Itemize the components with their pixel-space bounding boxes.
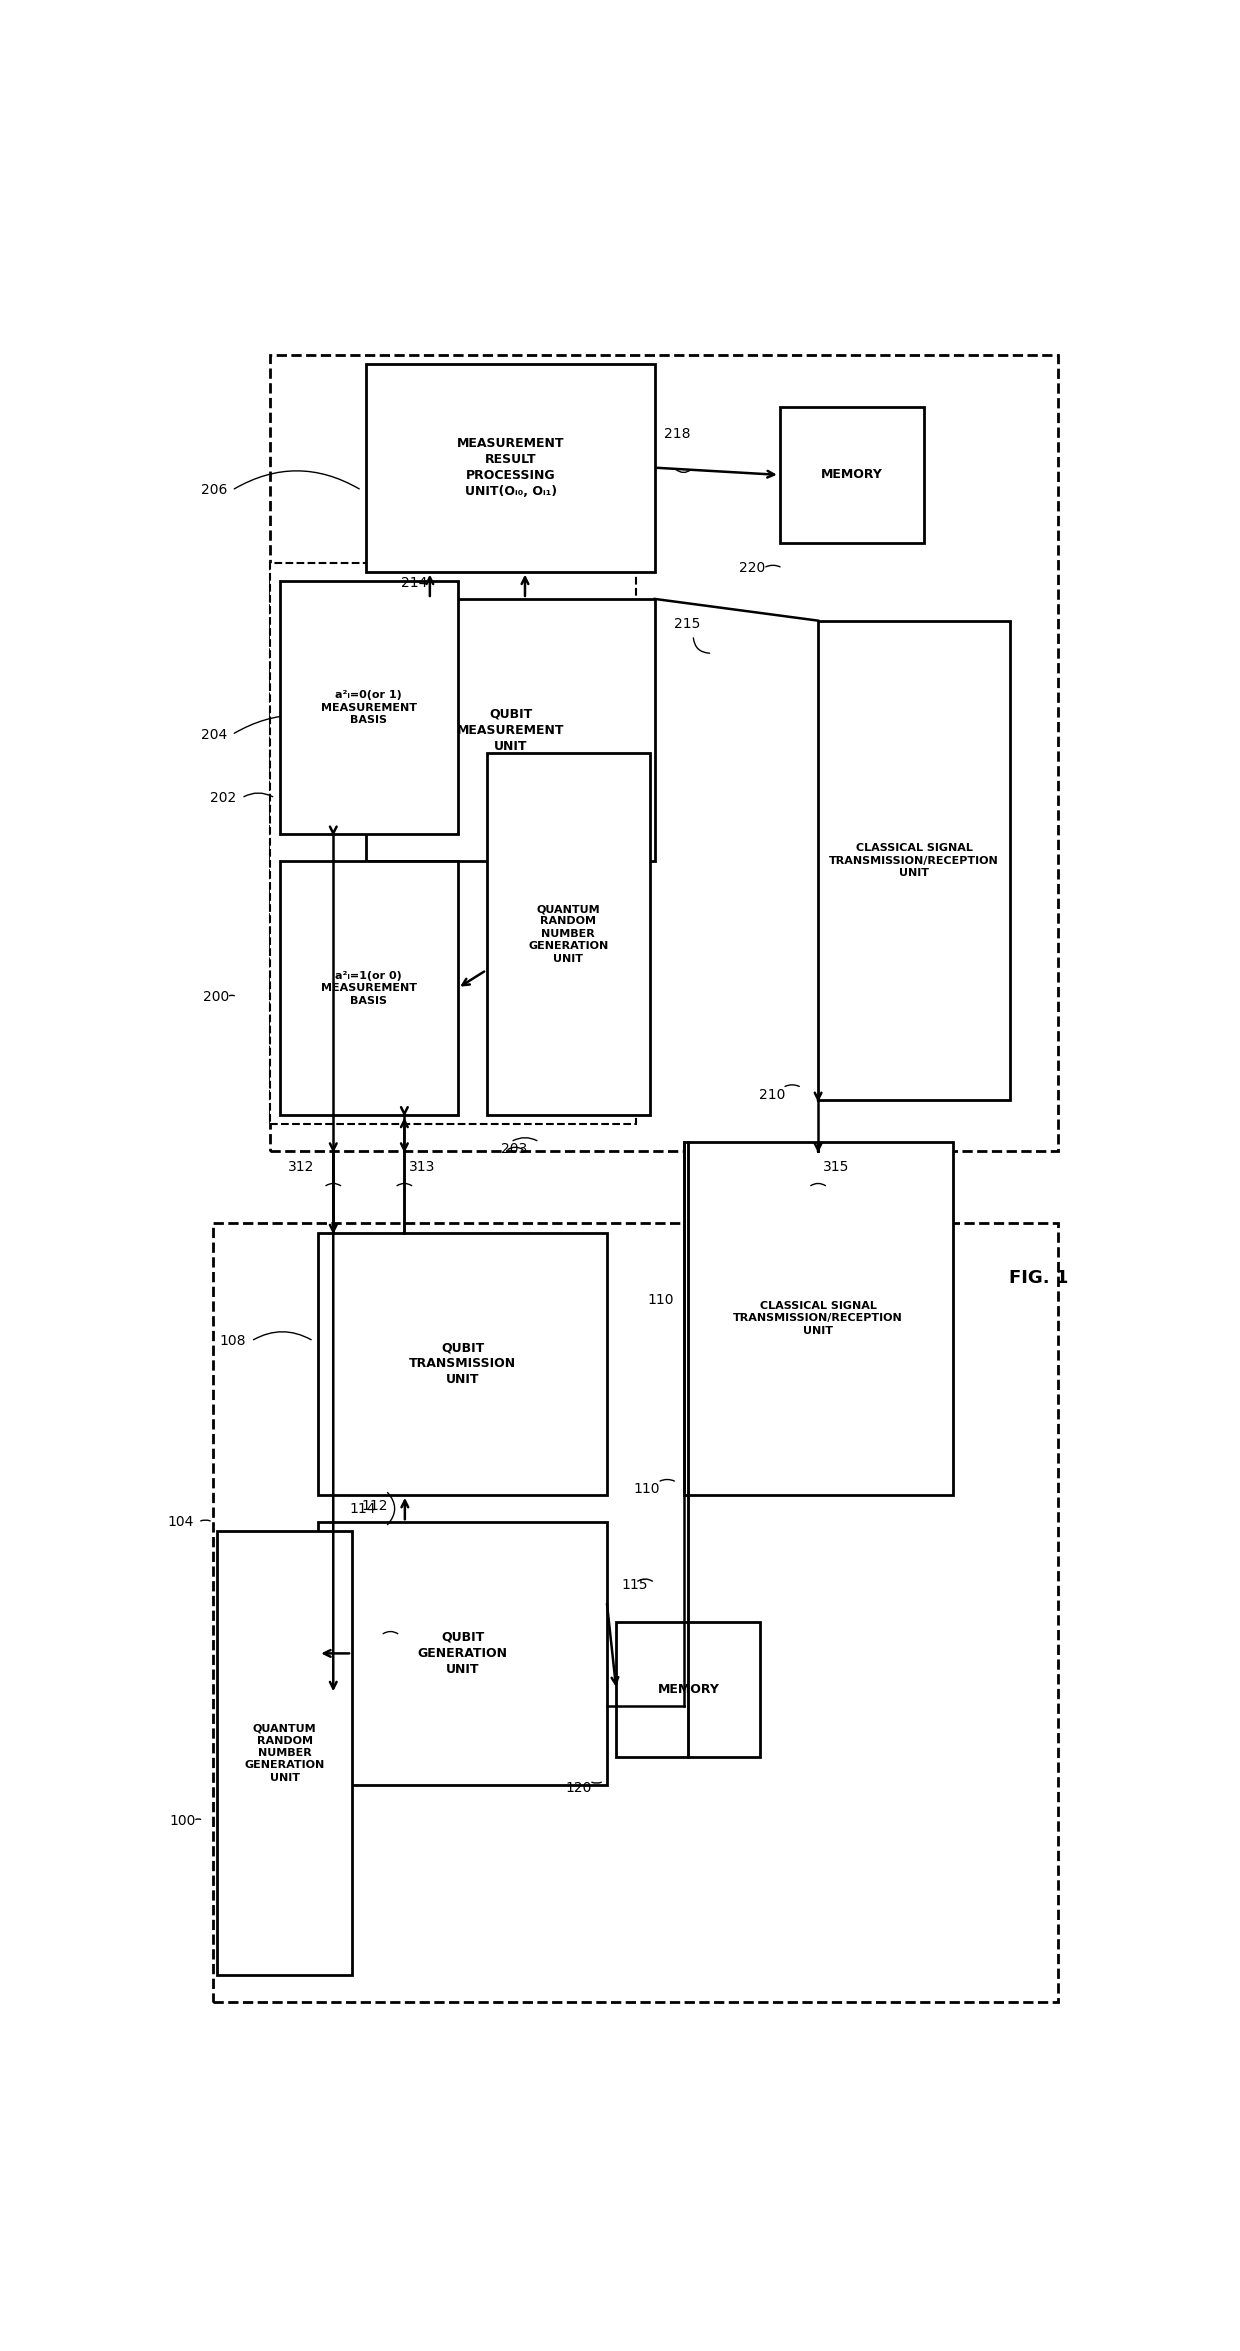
Text: 115: 115 (621, 1578, 647, 1592)
Text: 200: 200 (203, 990, 229, 1004)
Text: 215: 215 (675, 616, 701, 630)
Bar (367, 600, 655, 860)
Bar (486, 752, 650, 1114)
Bar (319, 1521, 606, 1784)
Text: 112: 112 (362, 1500, 388, 1514)
Text: 100: 100 (170, 1815, 196, 1827)
Text: a²ᵢ=1(or 0)
MEASUREMENT
BASIS: a²ᵢ=1(or 0) MEASUREMENT BASIS (321, 971, 417, 1006)
Text: QUANTUM
RANDOM
NUMBER
GENERATION
UNIT: QUANTUM RANDOM NUMBER GENERATION UNIT (244, 1723, 325, 1782)
Bar (217, 1531, 352, 1975)
Bar (319, 1232, 606, 1495)
Bar (280, 581, 458, 835)
Text: 210: 210 (759, 1089, 785, 1103)
Text: MEMORY: MEMORY (821, 468, 883, 482)
Text: CLASSICAL SIGNAL
TRANSMISSION/RECEPTION
UNIT: CLASSICAL SIGNAL TRANSMISSION/RECEPTION … (733, 1300, 903, 1335)
Bar (818, 621, 1011, 1100)
Text: MEASUREMENT
RESULT
PROCESSING
UNIT(Oᵢ₀, Oᵢ₁): MEASUREMENT RESULT PROCESSING UNIT(Oᵢ₀, … (456, 437, 564, 498)
Text: 218: 218 (665, 426, 691, 440)
Text: 110: 110 (647, 1293, 675, 1307)
Text: 120: 120 (565, 1782, 591, 1796)
Bar (270, 355, 1058, 1152)
Text: QUBIT
GENERATION
UNIT: QUBIT GENERATION UNIT (418, 1632, 507, 1676)
Text: 104: 104 (167, 1514, 193, 1528)
Text: 204: 204 (201, 729, 227, 741)
Text: 220: 220 (739, 562, 765, 576)
Text: 108: 108 (219, 1333, 247, 1347)
Bar (213, 1223, 1058, 2003)
Text: 315: 315 (823, 1159, 849, 1173)
Text: 206: 206 (201, 484, 227, 498)
Text: 203: 203 (501, 1143, 527, 1157)
Text: 312: 312 (288, 1159, 314, 1173)
Text: QUBIT
TRANSMISSION
UNIT: QUBIT TRANSMISSION UNIT (409, 1342, 516, 1387)
Bar (780, 407, 924, 543)
Bar (616, 1622, 760, 1759)
Text: CLASSICAL SIGNAL
TRANSMISSION/RECEPTION
UNIT: CLASSICAL SIGNAL TRANSMISSION/RECEPTION … (830, 844, 999, 877)
Text: 313: 313 (409, 1159, 435, 1173)
Text: 114: 114 (350, 1502, 376, 1516)
Text: 202: 202 (211, 790, 237, 804)
Text: a²ᵢ=0(or 1)
MEASUREMENT
BASIS: a²ᵢ=0(or 1) MEASUREMENT BASIS (321, 691, 417, 724)
Text: 110: 110 (634, 1483, 660, 1495)
Text: MEMORY: MEMORY (657, 1683, 719, 1695)
Bar (280, 860, 458, 1114)
Bar (367, 364, 655, 571)
Text: 106: 106 (219, 1625, 247, 1639)
Bar (683, 1143, 952, 1495)
Bar (270, 562, 635, 1124)
Text: 214: 214 (401, 576, 428, 590)
Text: FIG. 1: FIG. 1 (1009, 1270, 1069, 1286)
Text: QUANTUM
RANDOM
NUMBER
GENERATION
UNIT: QUANTUM RANDOM NUMBER GENERATION UNIT (528, 905, 609, 964)
Text: QUBIT
MEASUREMENT
UNIT: QUBIT MEASUREMENT UNIT (456, 708, 564, 752)
